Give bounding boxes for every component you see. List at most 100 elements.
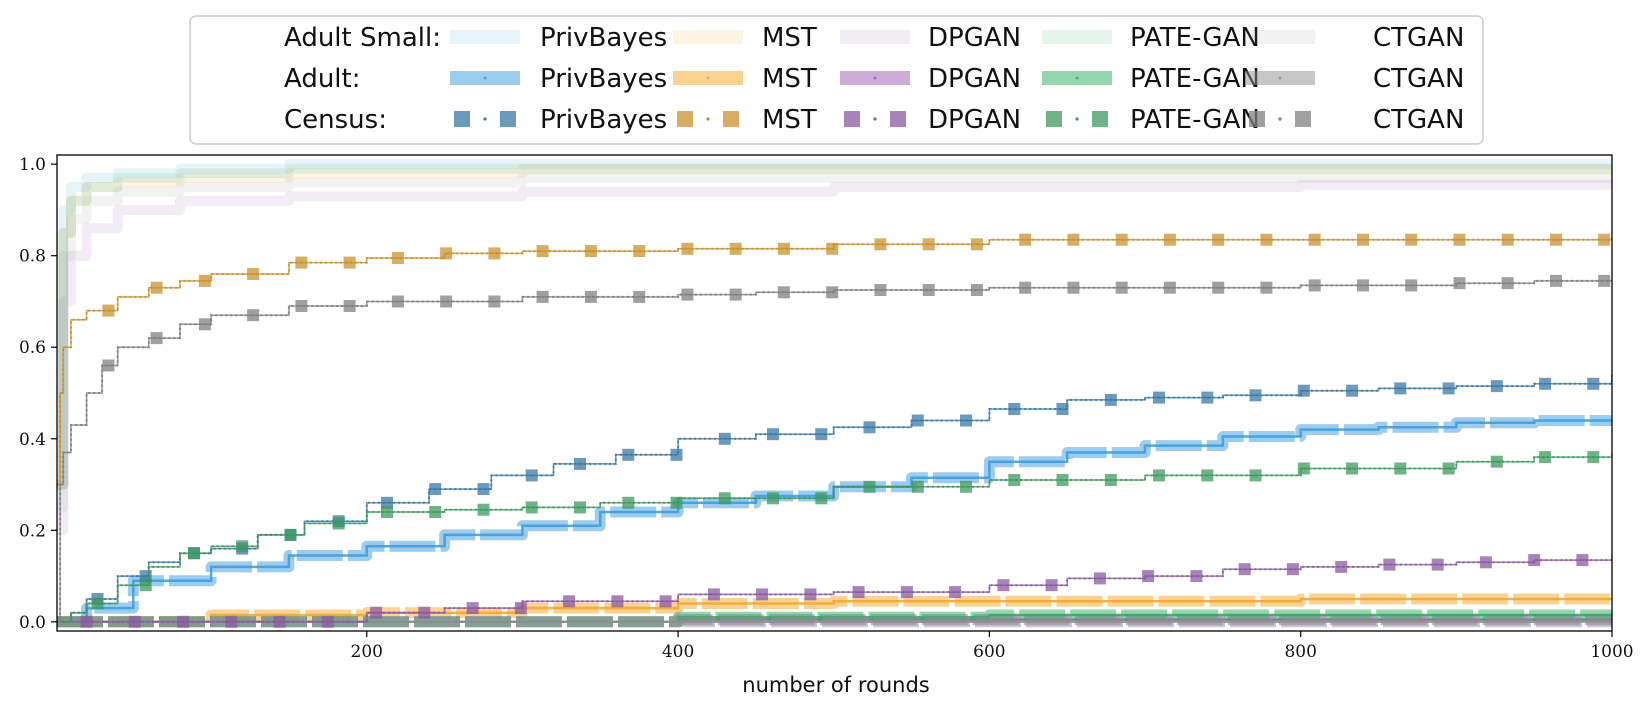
marker-census-mst [391, 252, 404, 264]
marker-census-pate-gan [574, 501, 586, 514]
marker-census-privbayes [911, 414, 924, 427]
marker-census-dpgan [804, 588, 817, 601]
marker-census-dpgan [659, 595, 672, 608]
legend-entry-mst: MST [762, 64, 817, 94]
marker-census-pate-gan [1442, 462, 1455, 475]
legend-handle-privbayes-dotted-square [454, 111, 516, 127]
marker-census-ctgan [150, 332, 163, 345]
marker-census-dpgan [707, 588, 720, 601]
marker-census-mst [198, 274, 211, 287]
marker-census-dpgan [273, 615, 286, 628]
series-census-dpgan [57, 554, 1612, 628]
marker-census-ctgan [729, 288, 742, 301]
marker-census-pate-gan [863, 480, 876, 493]
marker-census-privbayes [1104, 393, 1117, 406]
marker-census-ctgan [584, 290, 597, 303]
legend-entry-dpgan: DPGAN [928, 64, 1021, 94]
legend-entry-ctgan: CTGAN [1373, 23, 1464, 53]
x-tick-label: 1000 [1590, 642, 1633, 662]
series-census-mst [57, 233, 1612, 486]
plot-area [57, 159, 1612, 628]
marker-census-ctgan [633, 290, 646, 303]
marker-census-mst [1405, 233, 1418, 246]
marker-census-mst [1212, 233, 1225, 246]
legend-handle-mst-dotted-square [677, 111, 739, 127]
marker-census-ctgan [681, 288, 694, 301]
legend-entry-privbayes: PrivBayes [540, 64, 667, 94]
marker-census-ctgan [970, 284, 983, 296]
series-adult-small-dpgan [57, 179, 1612, 536]
legend-handle-ctgan-dotted-square [1249, 111, 1311, 127]
marker-census-dpgan [80, 615, 93, 628]
marker-census-privbayes [381, 496, 393, 509]
marker-census-mst [247, 268, 260, 280]
y-tick-label: 0.0 [19, 613, 46, 633]
line-core-adult-mst [57, 597, 1612, 624]
marker-census-ctgan [1501, 277, 1514, 290]
marker-census-dpgan [1383, 558, 1396, 571]
marker-census-privbayes [574, 457, 586, 470]
marker-census-privbayes [1056, 403, 1069, 415]
marker-census-privbayes [1442, 382, 1455, 395]
marker-census-pate-gan [525, 501, 538, 514]
axes-frame [56, 154, 1613, 632]
series-adult-small-privbayes [57, 159, 1612, 490]
y-tick-label: 0.2 [19, 521, 46, 541]
x-tick-label: 200 [351, 642, 383, 662]
legend-handle-ctgan-thick [1245, 71, 1315, 85]
marker-census-pate-gan [381, 506, 393, 518]
line-adult-small-privbayes [57, 159, 1612, 490]
marker-census-pate-gan [1539, 451, 1552, 464]
marker-census-mst [1453, 233, 1466, 246]
legend-entry-ctgan: CTGAN [1373, 64, 1464, 94]
x-tick-label: 800 [1284, 642, 1316, 662]
marker-census-privbayes [1201, 391, 1214, 404]
marker-census-mst [874, 238, 887, 251]
marker-census-privbayes [670, 448, 683, 461]
marker-census-privbayes [525, 469, 538, 482]
marker-census-dpgan [1335, 560, 1348, 573]
marker-census-dpgan [1238, 563, 1251, 576]
marker-census-pate-gan [670, 496, 683, 509]
marker-census-ctgan [1067, 281, 1080, 294]
marker-census-pate-gan [960, 480, 972, 493]
marker-census-ctgan [1163, 281, 1176, 294]
marker-census-pate-gan [815, 492, 828, 505]
legend-row-label: Adult Small: [284, 23, 441, 53]
marker-census-privbayes [863, 421, 876, 434]
marker-census-pate-gan [332, 517, 345, 530]
marker-census-privbayes [767, 428, 779, 441]
marker-census-mst [633, 245, 646, 258]
marker-census-ctgan [1308, 279, 1321, 292]
marker-census-ctgan [1115, 281, 1128, 294]
marker-census-dpgan [177, 615, 190, 628]
legend-handle-dpgan-dotted-square [844, 111, 906, 127]
y-tick-label: 0.6 [19, 338, 46, 358]
marker-census-mst [1501, 233, 1514, 246]
marker-census-pate-gan [1153, 469, 1165, 482]
legend: Adult Small: PrivBayes MST DPGAN PATE-GAN CTG… [189, 15, 1484, 145]
marker-census-dpgan [949, 586, 962, 599]
marker-census-pate-gan [1249, 469, 1262, 482]
marker-census-dpgan [852, 586, 865, 599]
marker-census-pate-gan [477, 503, 490, 516]
marker-census-ctgan [440, 295, 453, 308]
legend-handle-pate-gan-dotted-square [1046, 111, 1108, 127]
marker-census-mst [1163, 233, 1176, 246]
x-axis-label: number of rounds [742, 673, 929, 697]
marker-census-privbayes [1153, 391, 1165, 404]
marker-census-mst [1260, 233, 1273, 246]
marker-census-pate-gan [284, 528, 297, 541]
legend-handle-mst-thick [673, 71, 743, 85]
marker-census-pate-gan [767, 492, 779, 505]
marker-census-pate-gan [1104, 474, 1117, 486]
y-tick-label: 1.0 [19, 155, 46, 175]
marker-census-pate-gan [1587, 451, 1600, 464]
marker-census-mst [681, 242, 694, 255]
marker-census-pate-gan [1008, 474, 1021, 486]
marker-census-mst [343, 256, 356, 269]
legend-handle-pate-gan-thick [1042, 71, 1112, 85]
marker-census-pate-gan [1490, 455, 1503, 468]
marker-census-privbayes [815, 428, 828, 441]
